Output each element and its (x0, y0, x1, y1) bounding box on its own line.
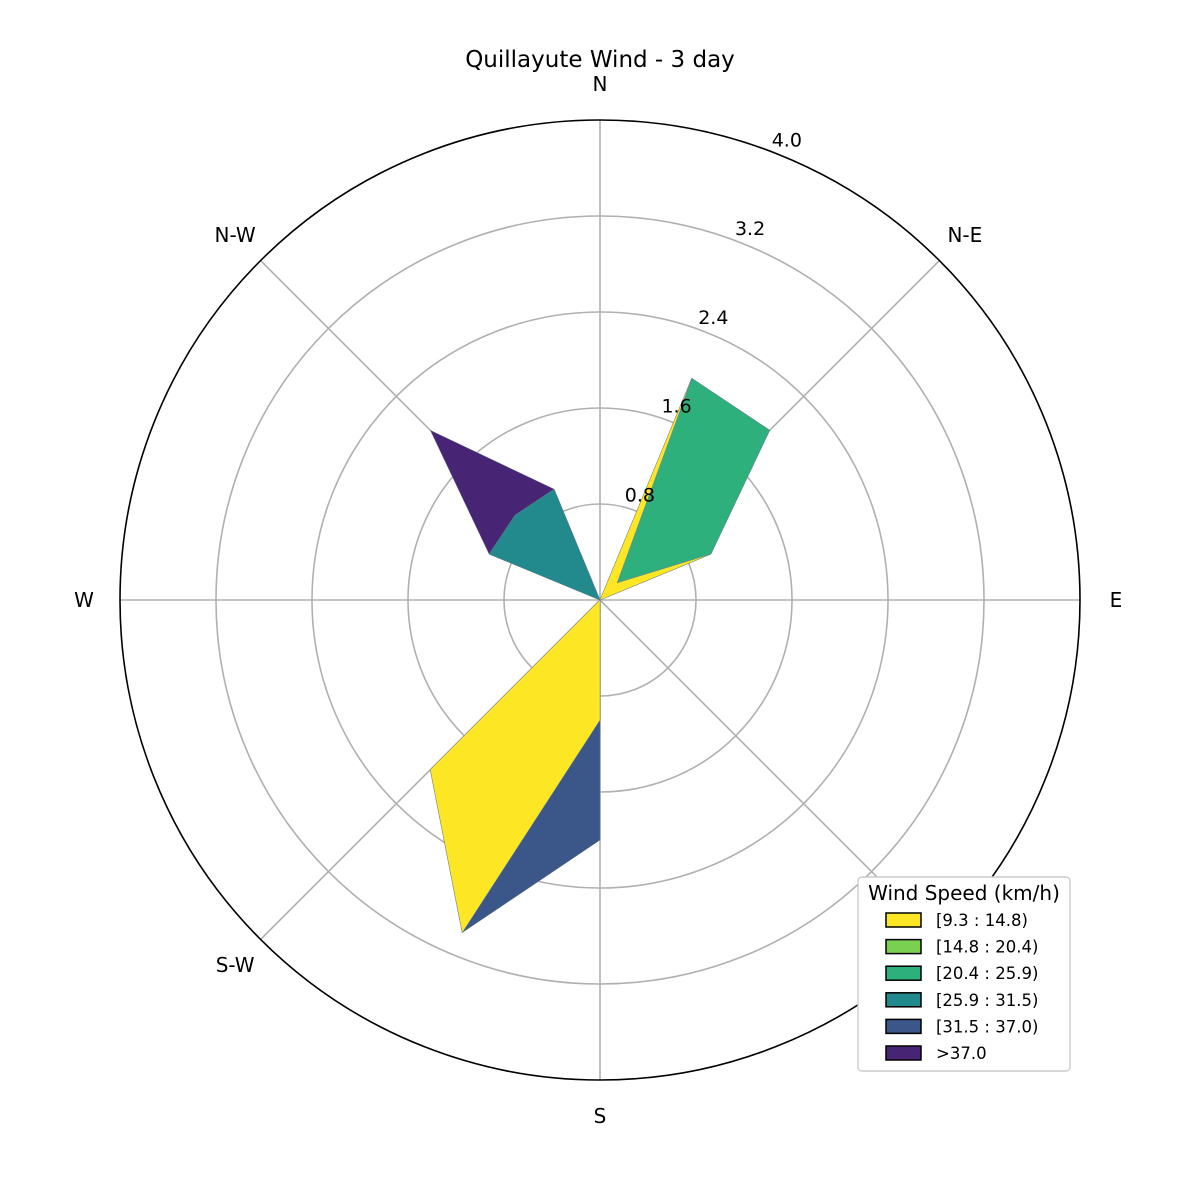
legend-label: [20.4 : 25.9) (936, 964, 1038, 983)
legend-label: [14.8 : 20.4) (936, 938, 1038, 957)
direction-label: S-W (216, 953, 255, 977)
legend-swatch (885, 1045, 922, 1061)
radial-tick-label: 1.6 (661, 396, 691, 418)
legend-swatch (885, 992, 922, 1008)
radial-tick-label: 4.0 (772, 130, 802, 152)
legend-label: [31.5 : 37.0) (936, 1017, 1038, 1036)
direction-label: S (594, 1104, 607, 1128)
direction-label: N-W (215, 223, 256, 247)
legend-swatch (885, 912, 922, 928)
outer-ring (119, 119, 1081, 1081)
petal-1 (430, 378, 711, 934)
legend-label: >37.0 (936, 1044, 987, 1063)
wind-petals (429, 377, 770, 934)
radial-tick-label: 2.4 (698, 307, 728, 329)
legend-swatch (885, 1018, 922, 1035)
legend-label: [25.9 : 31.5) (936, 991, 1038, 1010)
legend-label: [9.3 : 14.8) (936, 911, 1028, 930)
direction-label: N (593, 72, 608, 96)
chart-title: Quillayute Wind - 3 day (465, 47, 735, 73)
radial-tick-labels: 0.8 1.6 2.4 3.2 4.0 (625, 130, 802, 507)
radial-tick-label: 0.8 (625, 484, 655, 506)
legend-swatch (885, 965, 922, 981)
radial-tick-label: 3.2 (735, 218, 765, 240)
direction-label: E (1110, 588, 1123, 612)
legend: Wind Speed (km/h) [9.3 : 14.8) [14.8 : 20.… (857, 876, 1071, 1072)
direction-label: W (74, 588, 94, 612)
legend-swatch (885, 938, 922, 955)
legend-title: Wind Speed (km/h) (868, 881, 1060, 905)
direction-label: N-E (947, 223, 982, 247)
